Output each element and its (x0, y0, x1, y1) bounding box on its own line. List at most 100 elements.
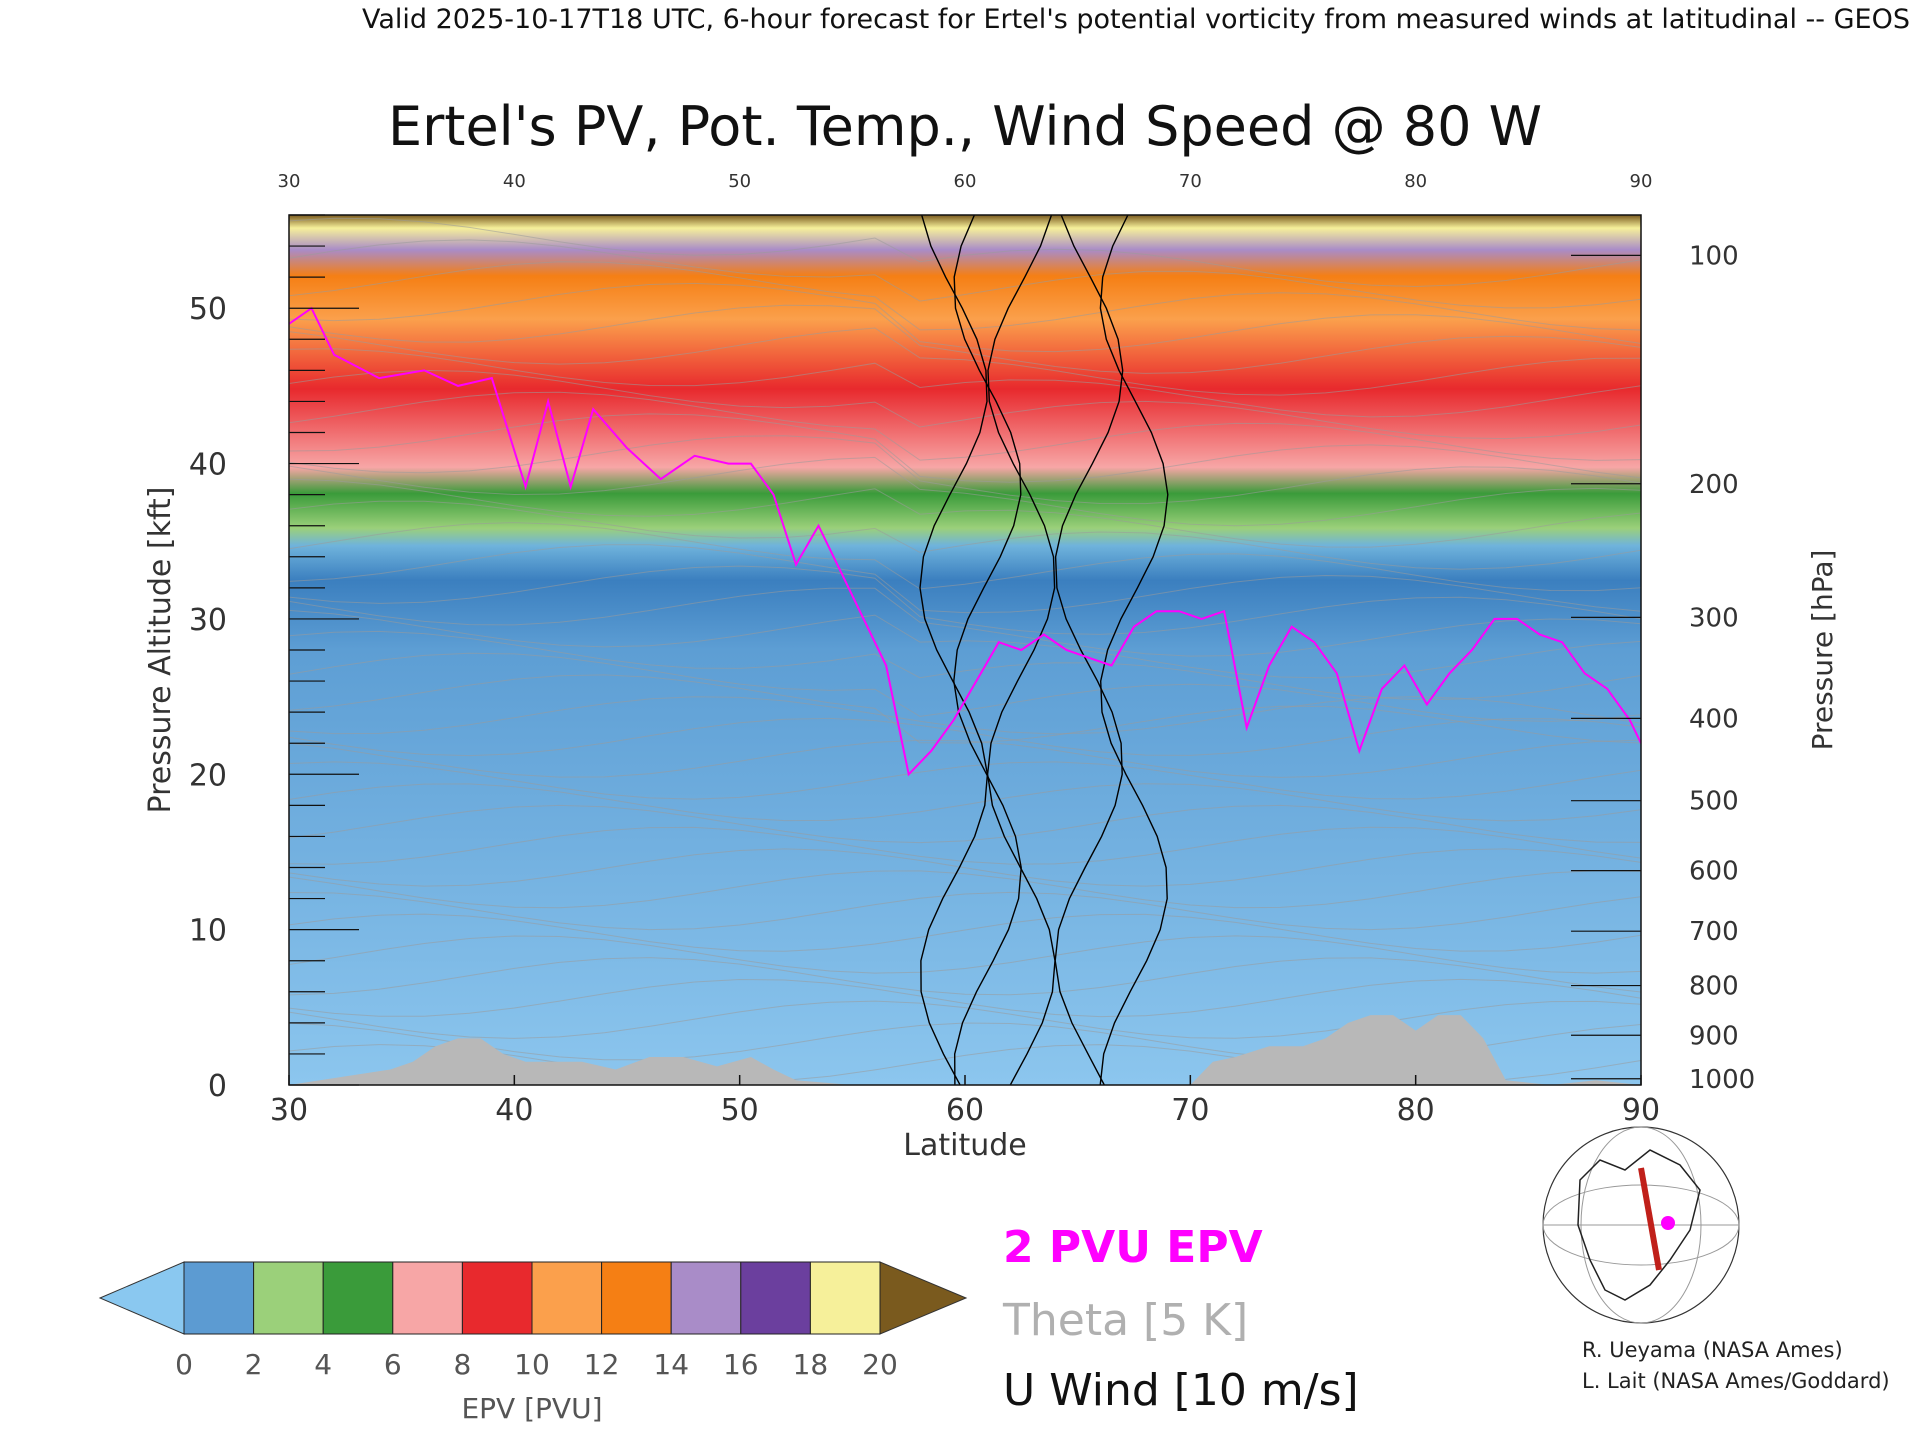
theta-contour-line (289, 435, 1641, 505)
y-axis-right: 100 200 300 400 500 600 700 800 900 1000 (1571, 241, 1755, 1095)
pressure-tick-label: 500 (1689, 787, 1739, 817)
wind-contours (919, 215, 1169, 1085)
theta-contour-line (289, 891, 1641, 931)
theta-contour-line (289, 674, 1641, 744)
colorbar-tick-label: 6 (384, 1348, 402, 1381)
theta-contour-line (289, 239, 1641, 309)
legend-theta: Theta [5 K] (1002, 1295, 1248, 1346)
colorbar-under-arrow (98, 1261, 185, 1335)
colorbar-tick-label: 12 (584, 1348, 620, 1381)
x-axis-bottom: 30 40 50 60 70 80 90 (270, 1075, 1660, 1128)
x-tick-label: 80 (1397, 1093, 1435, 1128)
colorbar-segment (740, 1261, 811, 1335)
colorbar-over-arrow (879, 1261, 968, 1335)
map-coastline (1577, 1149, 1701, 1301)
wind-contour-line (1099, 215, 1169, 1085)
x-tick-label: 40 (495, 1093, 533, 1128)
x-top-tick-label: 80 (1404, 171, 1427, 192)
pressure-tick-label: 1000 (1689, 1065, 1755, 1095)
theta-contour-line (289, 913, 1641, 952)
theta-contour-line (289, 391, 1641, 461)
x-top-tick-label: 60 (954, 171, 977, 192)
x-top-tick-label: 90 (1630, 171, 1653, 192)
theta-contour-line (289, 282, 1641, 353)
colorbar-tick-label: 16 (723, 1348, 759, 1381)
theta-contour-line (289, 478, 1641, 548)
theta-contour-line (289, 565, 1641, 635)
theta-contour-line (289, 848, 1641, 887)
x-axis-top: 30 40 50 60 70 80 90 (278, 171, 1653, 192)
colorbar-tick-label: 8 (453, 1348, 471, 1381)
wind-contour-line (1054, 215, 1124, 1085)
tropopause-2pvu-line (289, 306, 1641, 777)
colorbar-tick-label: 18 (793, 1348, 829, 1381)
y-tick-label: 0 (208, 1069, 227, 1104)
theta-contour-line (289, 978, 1641, 1018)
theta-contours (289, 217, 1641, 1083)
theta-contour-line (289, 500, 1641, 570)
x-top-tick-label: 70 (1179, 171, 1202, 192)
colorbar-label: EPV [PVU] (461, 1392, 602, 1425)
theta-contour-line (289, 369, 1641, 440)
x-tick-label: 50 (721, 1093, 759, 1128)
legend: 2 PVU EPV Theta [5 K] U Wind [10 m/s] (1002, 1222, 1359, 1416)
theta-contour-line (289, 652, 1641, 722)
map-section-line (1638, 1167, 1662, 1271)
colorbar-segment (670, 1261, 742, 1335)
theta-contour-line (289, 1000, 1641, 1039)
x-top-tick-label: 50 (728, 171, 751, 192)
theta-contour-line (289, 783, 1641, 822)
theta-contour-line (289, 630, 1641, 701)
theta-contour-line (289, 327, 1641, 396)
y-axis-label: Pressure Altitude [kft] (143, 487, 178, 814)
wind-contour-line (986, 215, 1056, 1085)
colorbar-segment (322, 1261, 394, 1335)
x-axis-label: Latitude (903, 1128, 1026, 1163)
colorbar-segment (601, 1261, 672, 1335)
y2-axis-label: Pressure [hPa] (1806, 550, 1839, 751)
colorbar-tick-label: 0 (175, 1348, 193, 1381)
colorbar-segment (809, 1261, 881, 1335)
theta-contour-line (289, 826, 1641, 865)
x-top-tick-label: 30 (278, 171, 301, 192)
theta-contour-line (289, 870, 1641, 909)
pressure-tick-label: 900 (1689, 1021, 1739, 1051)
legend-wind: U Wind [10 m/s] (1003, 1365, 1359, 1416)
surface-terrain (289, 1015, 1641, 1085)
colorbar-tick-label: 4 (314, 1348, 332, 1381)
colorbar: 0 2 4 6 8 10 12 14 16 18 20 EPV [PVU] (98, 1261, 968, 1425)
theta-contour-line (289, 348, 1641, 418)
map-marker (1661, 1216, 1675, 1230)
theta-contour-line (289, 544, 1641, 614)
credit-line-2: L. Lait (NASA Ames/Goddard) (1582, 1369, 1890, 1393)
theta-contour-line (289, 761, 1641, 800)
colorbar-tick-label: 10 (514, 1348, 550, 1381)
theta-contour-line (289, 413, 1641, 483)
plot-background (289, 215, 1641, 1085)
y-tick-label: 10 (189, 914, 227, 949)
y-tick-label: 40 (189, 448, 227, 483)
theta-contour-line (289, 739, 1641, 778)
x-tick-label: 70 (1171, 1093, 1209, 1128)
credit-line-1: R. Ueyama (NASA Ames) (1582, 1338, 1843, 1362)
y-axis-left: 0 10 20 30 40 50 (189, 214, 359, 1104)
pressure-tick-label: 300 (1689, 603, 1739, 633)
valid-time-header: Valid 2025-10-17T18 UTC, 6-hour forecast… (362, 4, 1910, 35)
colorbar-ticks: 0 2 4 6 8 10 12 14 16 18 20 (175, 1348, 898, 1381)
wind-contour-line (953, 215, 1022, 1085)
pressure-tick-label: 400 (1689, 704, 1739, 734)
colorbar-segments (183, 1261, 881, 1335)
colorbar-tick-label: 2 (245, 1348, 263, 1381)
theta-contour-line (289, 935, 1641, 974)
wind-contour-line (919, 215, 989, 1085)
colorbar-segment (531, 1261, 603, 1335)
theta-contour-line (289, 609, 1641, 679)
colorbar-segment (461, 1261, 533, 1335)
colorbar-segment (253, 1261, 324, 1335)
x-top-tick-label: 40 (503, 171, 526, 192)
colorbar-tick-label: 20 (862, 1348, 898, 1381)
theta-contour-line (289, 304, 1641, 374)
pressure-tick-label: 200 (1689, 470, 1739, 500)
